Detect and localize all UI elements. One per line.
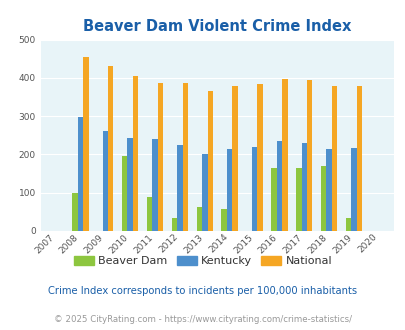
Bar <box>271 168 276 231</box>
Bar <box>226 149 232 231</box>
Bar <box>108 66 113 231</box>
Legend: Beaver Dam, Kentucky, National: Beaver Dam, Kentucky, National <box>69 251 336 271</box>
Bar <box>122 155 127 231</box>
Bar <box>232 86 237 231</box>
Bar <box>295 168 301 231</box>
Bar <box>251 147 257 231</box>
Bar <box>152 139 158 231</box>
Title: Beaver Dam Violent Crime Index: Beaver Dam Violent Crime Index <box>83 19 351 34</box>
Bar <box>326 149 331 231</box>
Bar <box>320 166 326 231</box>
Bar <box>182 83 188 231</box>
Bar <box>77 117 83 231</box>
Bar <box>102 131 108 231</box>
Bar <box>72 193 77 231</box>
Bar <box>147 197 152 231</box>
Bar <box>345 218 350 231</box>
Bar <box>306 80 312 231</box>
Bar <box>281 79 287 231</box>
Text: Crime Index corresponds to incidents per 100,000 inhabitants: Crime Index corresponds to incidents per… <box>48 286 357 296</box>
Bar <box>350 148 356 231</box>
Bar <box>127 138 132 231</box>
Bar <box>356 86 361 231</box>
Bar <box>202 154 207 231</box>
Bar <box>301 143 306 231</box>
Bar <box>171 218 177 231</box>
Bar <box>196 207 202 231</box>
Text: © 2025 CityRating.com - https://www.cityrating.com/crime-statistics/: © 2025 CityRating.com - https://www.city… <box>54 315 351 324</box>
Bar <box>83 57 88 231</box>
Bar <box>207 90 213 231</box>
Bar <box>132 76 138 231</box>
Bar <box>177 145 182 231</box>
Bar <box>331 85 337 231</box>
Bar <box>257 84 262 231</box>
Bar <box>221 209 226 231</box>
Bar <box>276 142 281 231</box>
Bar <box>158 83 163 231</box>
